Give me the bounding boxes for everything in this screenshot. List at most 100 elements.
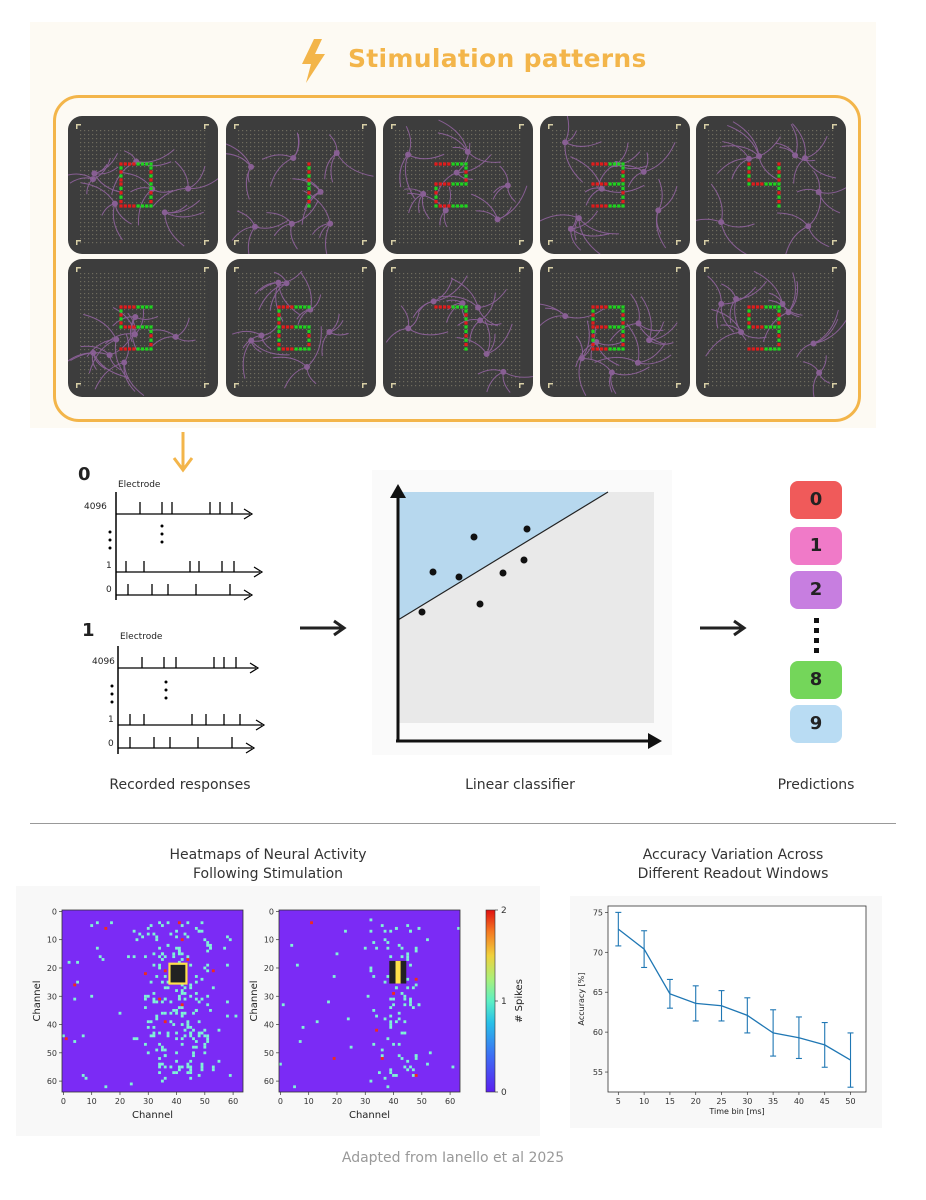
heatmap-x-tick: 10 [304, 1097, 314, 1106]
linear-classifier-caption: Linear classifier [465, 777, 575, 793]
heatmap-x-tick: 20 [332, 1097, 342, 1106]
prediction-box-1: 1 [790, 527, 842, 565]
heatmap-x-tick: 20 [115, 1097, 125, 1106]
accuracy-x-tick: 20 [691, 1097, 701, 1106]
heatmap-x-tick: 50 [200, 1097, 210, 1106]
accuracy-series-line [617, 928, 851, 1061]
raster-panel-1: 1 Electrode 4096 1 0 [78, 618, 278, 768]
predictions-caption: Predictions [777, 777, 855, 793]
accuracy-error-bar [795, 1016, 802, 1060]
raster-row-label: 0 [108, 739, 114, 749]
accuracy-x-tick: 45 [820, 1097, 830, 1106]
raster-axis-label: Electrode [120, 632, 163, 642]
accuracy-error-bar [718, 990, 725, 1022]
accuracy-error-bar [692, 985, 699, 1022]
down-arrow-icon [172, 432, 194, 473]
recorded-responses-caption: Recorded responses [109, 777, 251, 793]
stimulation-tile-8 [540, 259, 690, 397]
raster-panel-0: 0 Electrode 4096 1 0 [78, 462, 278, 612]
stimulation-pattern-5 [68, 267, 209, 397]
accuracy-y-tick: 75 [593, 908, 603, 917]
stimulation-title: Stimulation patterns [348, 44, 647, 73]
accuracy-x-tick: 30 [742, 1097, 752, 1106]
linear-classifier-diagram [372, 470, 672, 755]
stimulation-tile-3 [540, 116, 690, 254]
accuracy-x-tick: 5 [616, 1097, 621, 1106]
raster-plot [110, 646, 266, 754]
accuracy-y-tick: 55 [593, 1068, 603, 1077]
heatmap-x-tick: 60 [445, 1097, 455, 1106]
accuracy-error-bar [641, 930, 648, 969]
colorbar-tick: 0 [501, 1088, 507, 1098]
accuracy-error-bar [666, 978, 673, 1009]
accuracy-error-bar [821, 1021, 828, 1068]
colorbar-label: # Spikes [514, 979, 525, 1023]
heatmap-x-tick: 60 [228, 1097, 238, 1106]
stimulation-tile-9 [696, 259, 846, 397]
heatmap-y-tick: 50 [264, 1049, 274, 1058]
stimulation-pattern-2 [391, 119, 528, 245]
accuracy-title-line2: Different Readout Windows [637, 866, 829, 882]
accuracy-error-bar [770, 1009, 777, 1057]
right-arrow-icon [300, 619, 347, 637]
raster-axis-label: Electrode [118, 480, 161, 490]
prediction-box-2: 2 [790, 571, 842, 609]
stimulation-pattern-6 [231, 267, 367, 389]
right-arrow-icon [700, 619, 747, 637]
colorbar [485, 909, 496, 1093]
heatmap-y-tick: 0 [269, 907, 274, 916]
heatmap-y-tick: 20 [47, 964, 57, 973]
raster-digit-label: 1 [82, 620, 95, 641]
stimulation-pattern-3 [540, 116, 681, 254]
accuracy-x-tick: 40 [794, 1097, 804, 1106]
accuracy-x-tick: 15 [665, 1097, 675, 1106]
heatmap-y-tick: 0 [52, 907, 57, 916]
raster-plot [108, 492, 264, 601]
stimulation-tile-5 [68, 259, 218, 397]
heatmap-xlabel: Channel [132, 1110, 173, 1121]
accuracy-y-tick: 65 [593, 988, 603, 997]
heatmap-y-tick: 10 [47, 936, 57, 945]
heatmap-y-tick: 30 [264, 992, 274, 1001]
accuracy-title-line1: Accuracy Variation Across [642, 847, 824, 863]
stimulation-pattern-1 [226, 124, 374, 254]
stimulation-tile-2 [383, 116, 533, 254]
heatmap-y-tick: 40 [264, 1021, 274, 1030]
heatmaps-plot: 0 10 20 30 40 50 60 0 10 20 30 40 50 60 Channel Channel… [32, 906, 525, 1121]
heatmap-y-tick: 30 [47, 992, 57, 1001]
lightning-icon [302, 39, 325, 83]
accuracy-error-bar [847, 1032, 854, 1088]
heatmap-x-tick: 30 [143, 1097, 153, 1106]
accuracy-error-bar [744, 997, 751, 1034]
footer-credit: Adapted from Ianello et al 2025 [341, 1150, 565, 1166]
heatmap-ylabel: Channel [249, 980, 260, 1021]
heatmap-x-tick: 50 [417, 1097, 427, 1106]
stimulation-tile-0 [68, 116, 218, 254]
stimulation-tile-4 [696, 116, 846, 254]
heatmap-x-tick: 30 [360, 1097, 370, 1106]
accuracy-title: Accuracy Variation Across Different Read… [583, 846, 883, 884]
raster-row-label: 0 [106, 585, 112, 595]
heatmap-y-tick: 50 [47, 1049, 57, 1058]
accuracy-y-tick: 70 [593, 948, 603, 957]
stimulation-tile-6 [226, 259, 376, 397]
stimulation-tile-7 [383, 259, 533, 397]
heatmap-y-tick: 20 [264, 964, 274, 973]
stimulation-pattern-7 [385, 267, 533, 393]
stimulation-pattern-0 [68, 124, 218, 247]
heatmaps-title-line2: Following Stimulation [192, 866, 344, 882]
heatmaps-title: Heatmaps of Neural Activity Following St… [118, 846, 418, 884]
raster-digit-label: 0 [78, 464, 91, 485]
accuracy-x-tick: 35 [768, 1097, 778, 1106]
raster-row-label: 1 [106, 561, 112, 571]
section-divider [30, 823, 896, 824]
accuracy-xlabel: Time bin [ms] [708, 1107, 764, 1116]
heatmap-x-tick: 0 [61, 1097, 66, 1106]
heatmap-y-tick: 60 [264, 1077, 274, 1086]
stimulation-pattern-8 [540, 267, 681, 396]
heatmap-ylabel: Channel [32, 980, 43, 1021]
heatmap-y-tick: 60 [47, 1077, 57, 1086]
heatmap-y-tick: 10 [264, 936, 274, 945]
heatmap-y-tick: 40 [47, 1021, 57, 1030]
ellipsis-dots [814, 618, 819, 653]
